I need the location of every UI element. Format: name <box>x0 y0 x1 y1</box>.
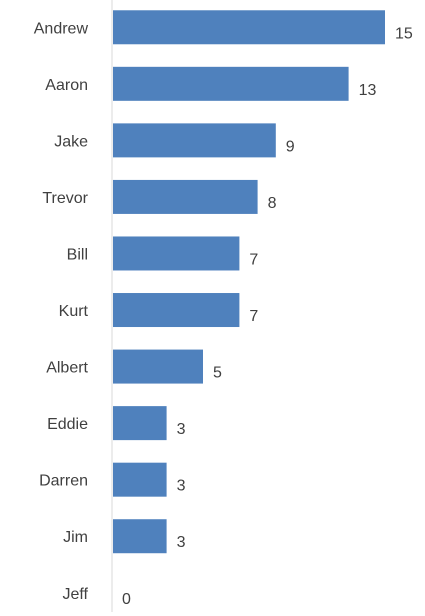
value-label-andrew: 15 <box>395 25 413 42</box>
category-label-bill: Bill <box>67 246 88 263</box>
value-label-bill: 7 <box>249 251 258 268</box>
bar-bill <box>113 236 240 271</box>
value-label-jim: 3 <box>177 534 186 551</box>
bar-darren <box>113 462 167 497</box>
category-label-trevor: Trevor <box>42 190 88 207</box>
category-label-andrew: Andrew <box>34 20 89 37</box>
category-label-darren: Darren <box>39 473 88 490</box>
value-labels-group: 15 13 9 8 7 7 5 3 3 3 0 <box>122 25 413 608</box>
bar-kurt <box>113 293 240 328</box>
category-label-jake: Jake <box>54 133 88 150</box>
category-label-aaron: Aaron <box>45 77 88 94</box>
value-label-trevor: 8 <box>268 195 277 212</box>
category-label-albert: Albert <box>46 360 88 377</box>
bar-aaron <box>113 66 349 101</box>
value-label-eddie: 3 <box>177 421 186 438</box>
bar-andrew <box>113 10 385 45</box>
bars-group <box>113 10 385 554</box>
bar-eddie <box>113 406 167 441</box>
bar-albert <box>113 349 203 384</box>
category-label-jeff: Jeff <box>63 586 89 603</box>
value-label-aaron: 13 <box>359 82 377 99</box>
value-label-jeff: 0 <box>122 591 131 608</box>
value-label-jake: 9 <box>286 138 295 155</box>
category-label-eddie: Eddie <box>47 416 88 433</box>
bar-trevor <box>113 179 258 214</box>
value-label-albert: 5 <box>213 365 222 382</box>
bar-jake <box>113 123 276 158</box>
category-label-jim: Jim <box>63 529 88 546</box>
bar-jim <box>113 519 167 554</box>
category-labels-group: Andrew Aaron Jake Trevor Bill Kurt Albert Eddie… <box>34 20 89 603</box>
value-label-kurt: 7 <box>249 308 258 325</box>
value-label-darren: 3 <box>177 478 186 495</box>
category-label-kurt: Kurt <box>59 303 89 320</box>
